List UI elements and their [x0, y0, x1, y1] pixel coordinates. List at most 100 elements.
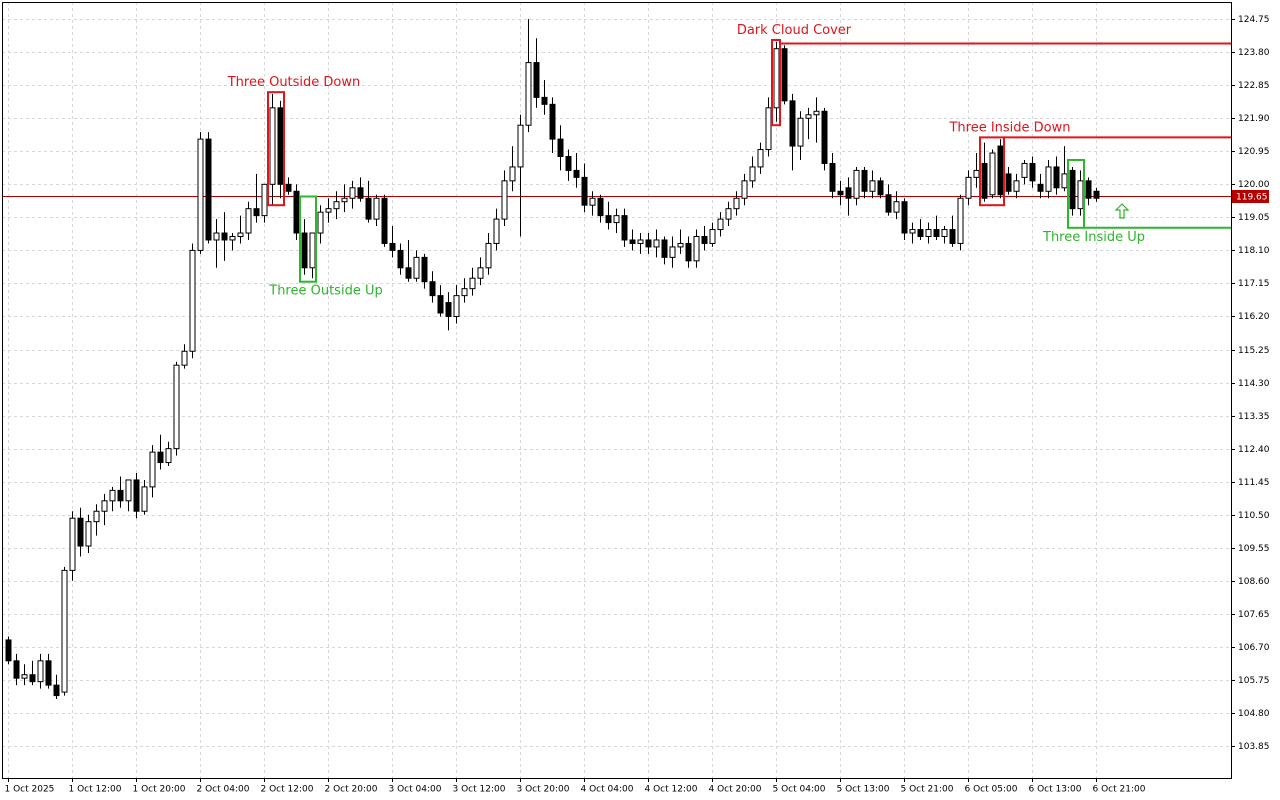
candle-body [373, 197, 380, 220]
x-tick-label: 4 Oct 20:00 [709, 785, 762, 795]
candle-body [613, 215, 620, 224]
candle-body [701, 235, 708, 244]
candle-body [709, 229, 716, 244]
candle-body [189, 249, 196, 352]
candle-body [493, 218, 500, 244]
y-tick-label: 117.15 [1238, 279, 1270, 289]
candle-body [509, 166, 516, 182]
y-tick-label: 116.20 [1238, 312, 1270, 322]
candle-body [453, 295, 460, 317]
candle-body [45, 660, 52, 686]
candle-body [405, 267, 412, 279]
x-tick-label: 5 Oct 13:00 [837, 785, 890, 795]
pattern-box [1067, 158, 1085, 229]
pattern-label: Three Outside Up [268, 284, 382, 299]
candle-body [973, 169, 980, 178]
x-tick-label: 2 Oct 12:00 [261, 785, 314, 795]
candle-body [141, 486, 148, 512]
y-tick-label: 114.30 [1238, 379, 1270, 389]
candle-body [261, 183, 268, 217]
x-tick-label: 4 Oct 04:00 [581, 785, 634, 795]
candle-body [901, 201, 908, 234]
last-price-label: 119.65 [1236, 193, 1268, 203]
signal-arrow [1114, 203, 1130, 219]
candle-body [149, 451, 156, 488]
candle-body [869, 180, 876, 192]
candle-body [653, 239, 660, 248]
candle-body [53, 684, 60, 697]
candle-body [301, 232, 308, 269]
candle-body [917, 229, 924, 237]
candle-body [805, 114, 812, 119]
y-tick-label: 123.80 [1238, 48, 1270, 58]
candle-body [781, 48, 788, 102]
candle-body [1045, 166, 1052, 192]
candle-body [837, 190, 844, 196]
candle-body [341, 197, 348, 203]
candle-body [733, 197, 740, 210]
candle-body [725, 208, 732, 220]
candle-body [741, 180, 748, 199]
candle-body [333, 201, 340, 210]
candle-body [949, 229, 956, 244]
candle-body [125, 479, 132, 502]
candle-body [61, 569, 68, 693]
x-tick-label: 3 Oct 04:00 [389, 785, 442, 795]
pattern-label: Three Inside Up [1042, 230, 1145, 245]
candle-body [413, 256, 420, 279]
candle-body [1029, 162, 1036, 182]
candle-body [205, 138, 212, 241]
candle-body [909, 229, 916, 234]
candle-body [661, 239, 668, 258]
y-tick-label: 111.45 [1238, 478, 1270, 488]
candle-body [1085, 180, 1092, 199]
plot-frame [2, 2, 1232, 779]
candle-body [773, 48, 780, 109]
last-price-tag [1232, 190, 1269, 203]
candle-body [229, 235, 236, 241]
pattern-label: Three Outside Down [227, 75, 361, 90]
candle-body [445, 302, 452, 317]
candle-body [157, 451, 164, 464]
candle-body [565, 156, 572, 171]
candle-body [829, 162, 836, 192]
candle-body [1037, 183, 1044, 192]
candle-body [21, 674, 28, 679]
candle-body [821, 110, 828, 164]
candle-body [533, 62, 540, 98]
candle-body [269, 107, 276, 185]
candle-body [957, 197, 964, 244]
candle-body [1061, 173, 1068, 189]
candle-body [85, 521, 92, 547]
y-tick-label: 120.00 [1238, 180, 1270, 190]
candle-body [749, 166, 756, 182]
x-tick-label: 3 Oct 20:00 [517, 785, 570, 795]
candle-body [789, 100, 796, 147]
candle-body [13, 660, 20, 679]
candle-body [389, 242, 396, 251]
y-tick-label: 118.10 [1238, 246, 1270, 256]
y-tick-label: 112.40 [1238, 445, 1270, 455]
candle-body [469, 277, 476, 290]
candle-body [989, 152, 996, 196]
candle-body [173, 364, 180, 450]
candle-body [397, 249, 404, 269]
y-tick-label: 103.85 [1238, 742, 1270, 752]
x-tick-label: 6 Oct 13:00 [1029, 785, 1082, 795]
candle-body [573, 169, 580, 178]
candle-body [933, 229, 940, 237]
candle-body [549, 103, 556, 140]
candle-body [997, 145, 1004, 196]
pattern-label: Three Inside Down [948, 120, 1070, 135]
candle-body [693, 235, 700, 262]
candle-body [765, 107, 772, 151]
candle-body [981, 162, 988, 199]
candle-body [525, 62, 532, 126]
candle-body [517, 124, 524, 168]
candle-body [133, 479, 140, 512]
x-tick-label: 2 Oct 04:00 [197, 785, 250, 795]
candle-body [293, 190, 300, 234]
candle-body [885, 194, 892, 213]
candle-body [1077, 180, 1084, 210]
